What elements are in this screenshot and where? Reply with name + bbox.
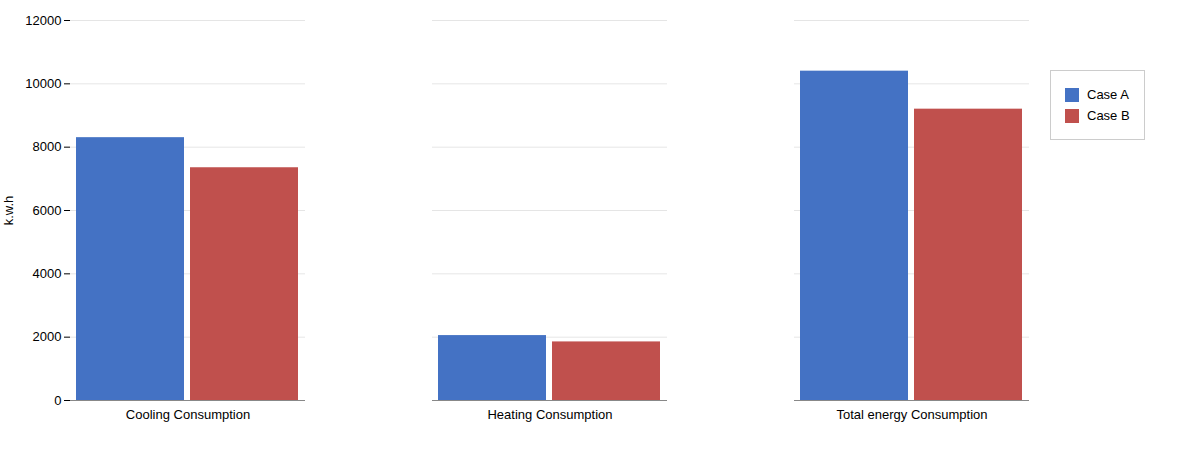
svg-text:8000: 8000 [33,139,62,154]
svg-text:Cooling Consumption: Cooling Consumption [126,407,250,422]
svg-text:Total energy Consumption: Total energy Consumption [836,407,987,422]
html-text:Case B: Case B [1087,108,1130,123]
svg-text:10000: 10000 [25,76,61,91]
svg-text:0: 0 [54,393,61,408]
svg-text:12000: 12000 [25,13,61,28]
svg-text:k.w.h: k.w.h [1,196,16,226]
svg-text:6000: 6000 [33,203,62,218]
svg-text:2000: 2000 [33,329,62,344]
svg-text:Heating Consumption: Heating Consumption [487,407,612,422]
html-text:Case A: Case A [1087,87,1129,102]
svg-text:4000: 4000 [33,266,62,281]
